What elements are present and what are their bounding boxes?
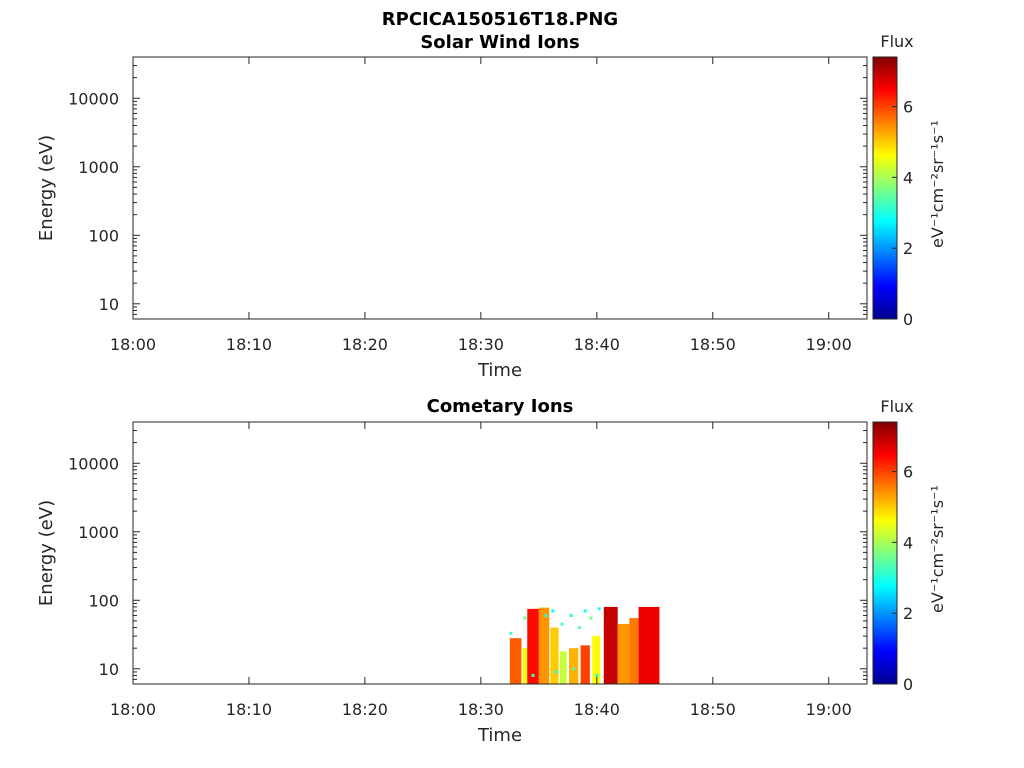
flux-point [569,613,573,617]
flux-cell [568,648,579,684]
flux-point [572,667,576,671]
flux-point [531,673,535,677]
flux-point [523,616,527,620]
colorbar-title: Flux [880,397,913,416]
flux-cell [527,608,539,684]
colorbar-units-label: eV⁻¹cm⁻²sr⁻¹s⁻¹ [928,485,947,613]
flux-cell [559,651,567,684]
flux-cell [603,606,618,684]
y-tick-label: 10000 [68,89,119,108]
x-tick-label: 18:20 [342,700,388,719]
colorbar-tick-label: 4 [903,533,913,552]
colorbar-tick-label: 2 [903,604,913,623]
colorbar [872,421,898,685]
panel-title: Solar Wind Ions [420,32,579,53]
x-axis-label: Time [477,725,522,746]
colorbar-tick-label: 2 [903,239,913,258]
y-tick-label: 1000 [78,523,119,542]
flux-point [595,673,599,677]
x-tick-label: 18:20 [342,335,388,354]
y-tick-label: 10 [99,295,119,314]
flux-point [597,607,601,611]
colorbar-tick-label: 0 [903,675,913,694]
x-tick-label: 18:50 [690,335,736,354]
x-tick-label: 18:40 [574,335,620,354]
flux-cell [550,627,559,684]
colorbar-tick-label: 4 [903,168,913,187]
colorbar [872,56,898,320]
flux-cell [592,636,601,684]
panel-title: Cometary Ions [427,396,574,417]
x-tick-label: 18:50 [690,700,736,719]
x-axis-label: Time [477,360,522,381]
colorbar-tick-label: 6 [903,98,913,117]
solar-wind-panel: Solar Wind Ions 18:00 18:10 18:20 18:30 18:40… [36,32,947,381]
flux-point [554,670,558,674]
y-axis-label: Energy (eV) [36,135,57,241]
y-axis-label: Energy (eV) [36,500,57,606]
plot-frame [132,421,868,685]
flux-cell [617,624,630,684]
y-tick-label: 100 [88,226,119,245]
colorbar-title: Flux [880,32,913,51]
y-tick-label: 100 [88,591,119,610]
flux-point [589,616,593,620]
x-tick-label: 18:10 [226,335,272,354]
flux-point [560,622,564,626]
flux-point [544,613,548,617]
x-tick-label: 18:00 [110,335,156,354]
y-tick-label: 1000 [78,158,119,177]
x-tick-label: 19:00 [806,335,852,354]
y-tick-label: 10000 [68,454,119,473]
x-tick-label: 19:00 [806,700,852,719]
x-tick-label: 18:30 [458,700,504,719]
colorbar-tick-label: 6 [903,463,913,482]
flux-cell [522,648,528,684]
flux-cell [538,607,550,684]
flux-cell [638,606,660,684]
flux-point [577,626,581,630]
flux-point [551,609,555,613]
colorbar-units-label: eV⁻¹cm⁻²sr⁻¹s⁻¹ [928,120,947,248]
colorbar-tick-label: 0 [903,310,913,329]
flux-point [509,631,513,635]
x-tick-label: 18:10 [226,700,272,719]
flux-cell [580,645,590,684]
y-tick-label: 10 [99,660,119,679]
cometary-panel: Cometary Ions 18:00 18:10 18:20 18:30 18:40 18… [36,396,947,746]
flux-cell [629,618,639,684]
x-tick-label: 18:30 [458,335,504,354]
figure-title: RPCICA150516T18.PNG [382,9,618,30]
flux-cell [509,638,522,684]
x-tick-label: 18:00 [110,700,156,719]
plot-frame [132,56,868,320]
x-tick-label: 18:40 [574,700,620,719]
flux-point [583,609,587,613]
